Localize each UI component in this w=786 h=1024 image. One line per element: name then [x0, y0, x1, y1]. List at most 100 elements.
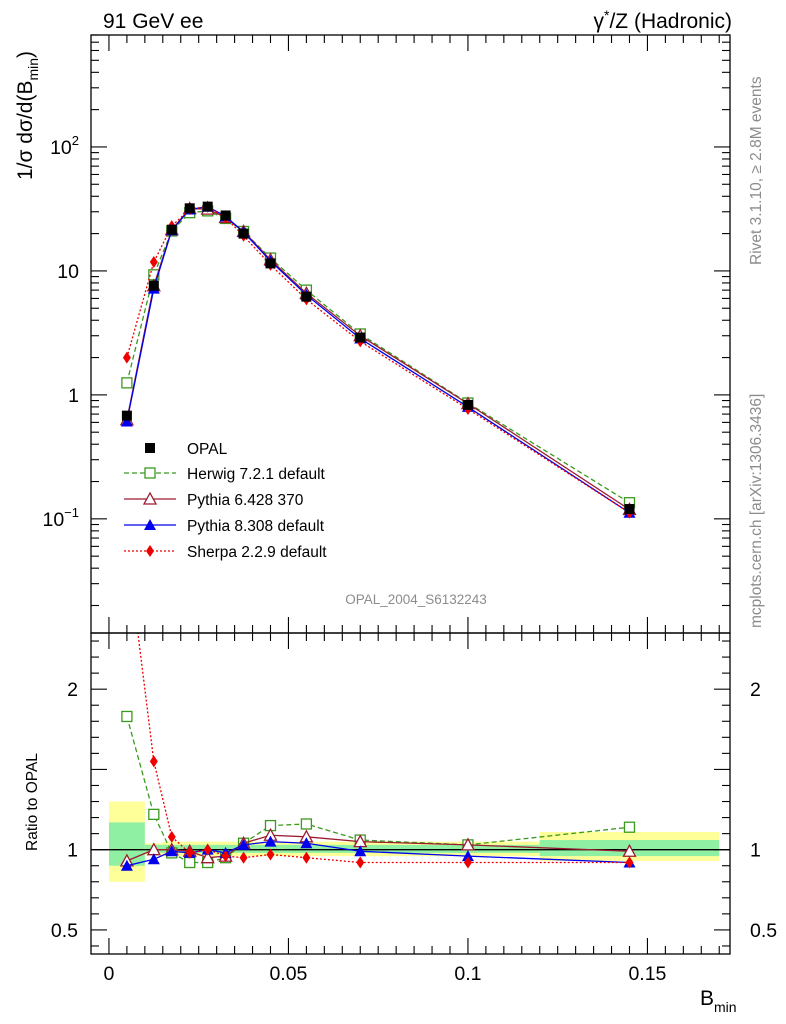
main-y-tick-base-1: 10 — [57, 261, 79, 283]
main-y-tick-base-3: 10 — [42, 509, 64, 531]
ratio-point-pythia-8-308-default-9 — [354, 845, 367, 857]
legend-label-herwig: Herwig 7.2.1 default — [187, 466, 326, 483]
ratio-point-herwig-7-2-1-default-11 — [623, 821, 636, 833]
ratio-series — [119, 539, 637, 871]
main-y-tick-base-2: 1 — [68, 385, 79, 407]
ratio-series-sherpa-2-2-9-default — [123, 539, 634, 869]
main-y-tick-base-0: 10 — [50, 137, 72, 159]
ratio-point-sherpa-2-2-9-default-4 — [203, 843, 212, 856]
ratio-point-sherpa-2-2-9-default-0 — [123, 539, 131, 551]
ratio-point-pythia-6-428-370-10 — [460, 837, 476, 851]
main-point-opal-3 — [184, 203, 195, 214]
legend-label-py6: Pythia 6.428 370 — [187, 492, 304, 509]
ratio-y-tick-label-left-1: 1 — [67, 840, 78, 862]
legend-marker-py8 — [144, 519, 156, 530]
x-tick-label-3: 0.15 — [628, 963, 666, 985]
main-series — [119, 200, 637, 519]
ratio-point-pythia-6-428-370-11 — [622, 843, 637, 857]
main-y-axis-label: 1/σ dσ/d(Bmin) — [14, 51, 41, 180]
ratio-y-tick-label-left-2: 0.5 — [51, 920, 78, 942]
ratio-point-herwig-7-2-1-default-1 — [148, 808, 160, 821]
legend-label-opal: OPAL — [187, 441, 228, 458]
ratio-point-pythia-6-428-370-4 — [200, 850, 215, 864]
ratio-y-tick-label-right-0: 2 — [750, 679, 761, 701]
legend-item-herwig: Herwig 7.2.1 default — [124, 466, 326, 483]
ratio-point-sherpa-2-2-9-default-6 — [239, 851, 248, 864]
ratio-point-pythia-8-308-default-0 — [120, 859, 133, 871]
main-series-opal — [121, 201, 635, 515]
ratio-point-pythia-8-308-default-2 — [165, 845, 178, 857]
main-point-opal-2 — [166, 224, 177, 235]
analysis-id: OPAL_2004_S6132243 — [345, 592, 487, 607]
ratio-point-pythia-8-308-default-10 — [461, 850, 474, 862]
main-point-opal-0 — [121, 410, 132, 421]
legend-item-py8: Pythia 8.308 default — [124, 518, 325, 535]
legend-marker-herwig — [144, 467, 156, 479]
ratio-point-sherpa-2-2-9-default-5 — [221, 850, 230, 863]
main-point-pythia-8-308-default-0 — [120, 415, 133, 427]
main-point-sherpa-2-2-9-default-1 — [149, 256, 158, 269]
main-point-opal-9 — [355, 332, 366, 343]
header-right: γ*/Z (Hadronic) — [594, 7, 732, 33]
ratio-point-pythia-8-308-default-1 — [147, 853, 160, 865]
ratio-point-sherpa-2-2-9-default-3 — [185, 846, 194, 859]
main-y-tick-label-2: 1 — [68, 385, 79, 407]
main-y-tick-label-1: 10 — [57, 261, 79, 283]
ratio-y-tick-label-right-1: 1 — [750, 840, 761, 862]
ratio-point-pythia-8-308-default-7 — [264, 835, 277, 847]
x-tick-label-2: 0.1 — [454, 963, 481, 985]
main-point-opal-7 — [265, 258, 276, 269]
main-point-opal-6 — [238, 228, 249, 239]
main-y-tick-label-3: 10−1 — [42, 505, 79, 531]
main-line-herwig-7-2-1-default — [126, 210, 630, 504]
legend-marker-sherpa — [146, 545, 154, 557]
x-tick-label-1: 0.05 — [269, 963, 307, 985]
ratio-point-sherpa-2-2-9-default-10 — [463, 856, 472, 869]
legend-marker-py6 — [142, 491, 158, 505]
ratio-point-herwig-7-2-1-default-8 — [300, 818, 313, 830]
rivet-label: Rivet 3.1.10, ≥ 2.8M events — [748, 76, 765, 265]
main-point-opal-10 — [462, 399, 473, 410]
main-point-herwig-7-2-1-default-0 — [121, 377, 133, 389]
main-y-tick-exp-3: −1 — [64, 505, 79, 520]
main-y-tick-label-0: 102 — [50, 133, 79, 159]
main-point-opal-4 — [202, 201, 213, 212]
ratio-point-sherpa-2-2-9-default-9 — [356, 856, 365, 869]
ratio-point-sherpa-2-2-9-default-2 — [167, 830, 176, 843]
main-point-opal-11 — [624, 504, 635, 515]
main-point-opal-1 — [148, 280, 159, 291]
header-left: 91 GeV ee — [103, 10, 203, 33]
legend-item-sherpa: Sherpa 2.2.9 default — [124, 544, 327, 561]
legend-label-py8: Pythia 8.308 default — [187, 518, 325, 535]
legend-item-py6: Pythia 6.428 370 — [124, 491, 304, 509]
x-axis-label: Bmin — [700, 987, 737, 1015]
ratio-y-axis-label: Ratio to OPAL — [24, 753, 41, 851]
legend-label-sherpa: Sherpa 2.2.9 default — [187, 544, 327, 561]
ratio-point-sherpa-2-2-9-default-11 — [625, 856, 634, 869]
ratio-y-tick-label-left-0: 2 — [67, 679, 78, 701]
legend-item-opal: OPAL — [145, 441, 228, 458]
source-label: mcplots.cern.ch [arXiv:1306.3436] — [748, 394, 765, 628]
ratio-point-sherpa-2-2-9-default-7 — [266, 848, 275, 861]
ratio-point-pythia-8-308-default-6 — [237, 838, 250, 850]
main-y-tick-exp-0: 2 — [72, 133, 79, 148]
legend-marker-opal — [145, 443, 155, 453]
main-point-opal-5 — [220, 210, 231, 221]
ratio-panel-frame — [90, 632, 731, 955]
main-point-sherpa-2-2-9-default-0 — [122, 351, 131, 364]
ratio-uncertainty-bands — [108, 801, 720, 882]
legend: OPAL Herwig 7.2.1 default Pythia 6.428 370… — [124, 441, 327, 561]
main-line-pythia-8-308-default — [126, 205, 630, 514]
ratio-point-herwig-7-2-1-default-3 — [184, 856, 196, 869]
x-tick-label-0: 0 — [104, 963, 115, 985]
main-point-opal-8 — [301, 291, 312, 302]
ratio-y-tick-label-right-2: 0.5 — [750, 920, 777, 942]
band-stat-2 — [162, 844, 540, 853]
ratio-point-sherpa-2-2-9-default-8 — [302, 851, 311, 864]
ratio-point-pythia-8-308-default-8 — [300, 837, 313, 849]
ratio-line-herwig-7-2-1-default — [126, 716, 630, 864]
ratio-point-sherpa-2-2-9-default-1 — [149, 755, 158, 768]
ratio-point-herwig-7-2-1-default-0 — [121, 710, 133, 723]
